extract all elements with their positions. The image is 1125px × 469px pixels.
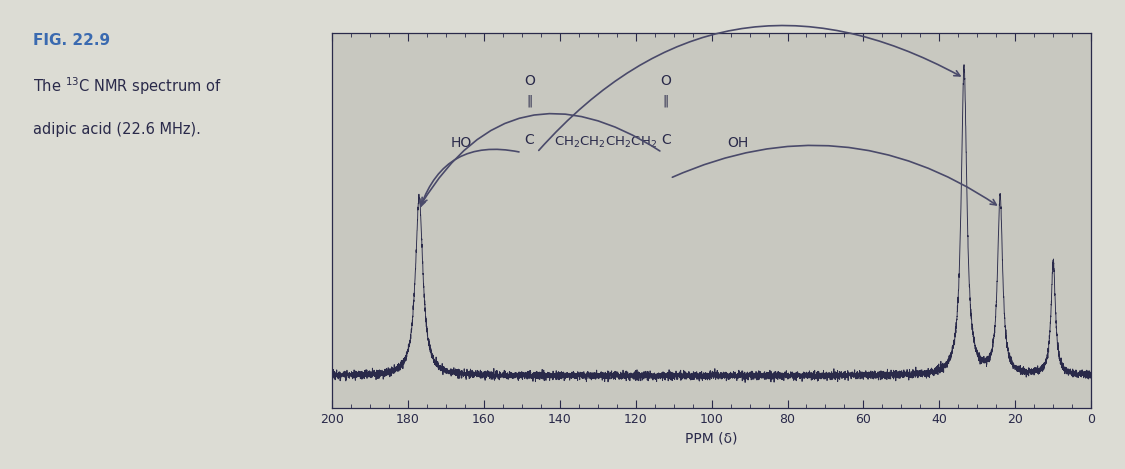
Text: HO: HO [451, 136, 472, 150]
X-axis label: PPM (δ): PPM (δ) [685, 431, 738, 446]
Text: ‖: ‖ [526, 94, 532, 107]
Text: C: C [662, 133, 670, 147]
Text: O: O [660, 74, 672, 88]
Text: adipic acid (22.6 MHz).: adipic acid (22.6 MHz). [34, 122, 201, 137]
Text: C: C [524, 133, 534, 147]
Text: O: O [524, 74, 534, 88]
Text: FIG. 22.9: FIG. 22.9 [34, 33, 110, 48]
Text: The $^{13}$C NMR spectrum of: The $^{13}$C NMR spectrum of [34, 75, 222, 97]
Text: OH: OH [727, 136, 748, 150]
Text: CH$_2$CH$_2$CH$_2$CH$_2$: CH$_2$CH$_2$CH$_2$CH$_2$ [554, 135, 657, 151]
Text: ‖: ‖ [663, 94, 669, 107]
